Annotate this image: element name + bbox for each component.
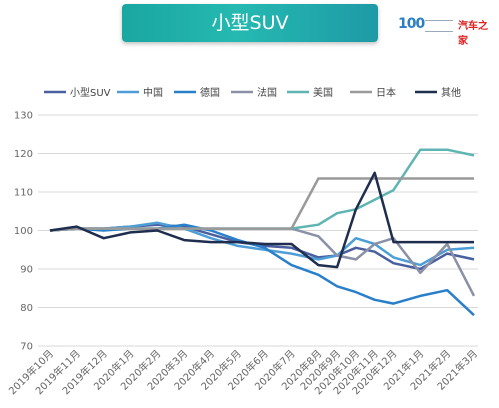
brand-logo: 100 汽车之家 bbox=[398, 14, 494, 47]
series-line bbox=[49, 171, 474, 269]
legend-label: 美国 bbox=[313, 86, 333, 99]
y-axis-ticks: 70 80 90 100 110 120 130 bbox=[14, 111, 33, 353]
y-tick-label: 70 bbox=[20, 342, 33, 353]
legend: 小型SUV 中国 德国 法国 美国 日本 其他 bbox=[44, 86, 461, 99]
y-tick-label: 100 bbox=[14, 226, 33, 237]
y-tick-label: 120 bbox=[14, 149, 33, 160]
y-tick-label: 110 bbox=[14, 188, 33, 199]
grid-lines bbox=[38, 114, 478, 347]
logo-badge: 100 bbox=[398, 16, 425, 32]
legend-label: 德国 bbox=[200, 86, 220, 99]
legend-label: 小型SUV bbox=[70, 86, 111, 99]
y-tick-label: 130 bbox=[14, 111, 33, 122]
x-axis-ticks: 2019年10月2019年11月2019年12月2020年1月2020年2月20… bbox=[6, 347, 480, 397]
series-lines bbox=[49, 148, 476, 317]
legend-label: 法国 bbox=[257, 86, 277, 99]
legend-label: 日本 bbox=[376, 86, 396, 99]
series-line bbox=[49, 177, 474, 232]
logo-brand-text: 汽车之家 bbox=[458, 21, 488, 47]
series-line bbox=[49, 148, 475, 232]
legend-label: 其他 bbox=[441, 86, 461, 99]
y-tick-label: 90 bbox=[20, 265, 33, 276]
chart-title-banner: 小型SUV bbox=[122, 4, 378, 42]
y-tick-label: 80 bbox=[20, 303, 33, 314]
chart-title: 小型SUV bbox=[211, 12, 289, 34]
logo-divider bbox=[425, 20, 453, 32]
series-line bbox=[49, 223, 475, 317]
legend-label: 中国 bbox=[143, 86, 163, 99]
series-line bbox=[49, 221, 475, 267]
